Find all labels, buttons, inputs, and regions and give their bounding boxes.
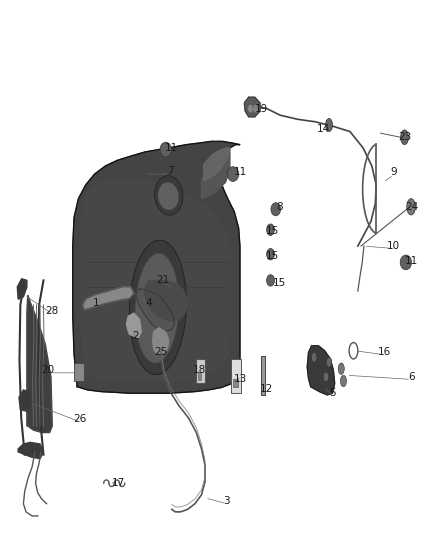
Circle shape — [254, 106, 258, 112]
Polygon shape — [17, 279, 27, 299]
Text: 25: 25 — [155, 348, 168, 357]
Polygon shape — [83, 287, 134, 310]
Text: 10: 10 — [387, 241, 400, 251]
Text: 5: 5 — [329, 388, 336, 398]
Circle shape — [249, 106, 252, 112]
Text: 13: 13 — [233, 374, 247, 384]
Circle shape — [311, 352, 317, 362]
Text: 9: 9 — [390, 167, 397, 177]
FancyBboxPatch shape — [198, 372, 201, 380]
Ellipse shape — [400, 255, 412, 270]
Polygon shape — [204, 148, 230, 181]
Text: 14: 14 — [317, 124, 330, 134]
Ellipse shape — [267, 224, 275, 236]
Polygon shape — [244, 97, 260, 117]
Polygon shape — [201, 148, 230, 199]
Circle shape — [401, 130, 409, 144]
Text: 3: 3 — [223, 496, 230, 506]
Circle shape — [326, 357, 332, 367]
Text: 20: 20 — [41, 365, 54, 375]
Text: 15: 15 — [265, 251, 279, 261]
Polygon shape — [80, 179, 230, 382]
Ellipse shape — [227, 167, 239, 181]
Text: 26: 26 — [74, 415, 87, 424]
Ellipse shape — [271, 203, 281, 216]
FancyBboxPatch shape — [196, 359, 205, 383]
Polygon shape — [27, 295, 52, 432]
Text: 15: 15 — [272, 278, 286, 288]
Text: 24: 24 — [405, 202, 419, 212]
Polygon shape — [27, 295, 52, 432]
Text: 11: 11 — [404, 256, 418, 266]
Polygon shape — [18, 442, 43, 459]
Text: 6: 6 — [408, 372, 414, 382]
Text: 15: 15 — [265, 227, 279, 236]
Polygon shape — [307, 346, 335, 395]
Polygon shape — [19, 390, 30, 411]
Circle shape — [338, 363, 344, 375]
Text: 21: 21 — [156, 276, 170, 285]
Polygon shape — [145, 280, 187, 321]
Text: 7: 7 — [167, 166, 173, 176]
Ellipse shape — [135, 253, 179, 363]
Ellipse shape — [160, 142, 171, 157]
Ellipse shape — [158, 182, 179, 210]
Ellipse shape — [267, 274, 275, 286]
Polygon shape — [136, 288, 174, 331]
Text: 2: 2 — [132, 331, 138, 341]
FancyBboxPatch shape — [231, 359, 241, 393]
Text: 23: 23 — [398, 132, 411, 142]
Text: 4: 4 — [145, 298, 152, 308]
Circle shape — [340, 375, 346, 387]
FancyBboxPatch shape — [261, 356, 265, 395]
Text: 18: 18 — [193, 365, 206, 375]
Text: 19: 19 — [255, 103, 268, 114]
Text: 16: 16 — [378, 348, 392, 357]
Circle shape — [323, 372, 328, 382]
Text: 8: 8 — [276, 202, 283, 212]
Text: 1: 1 — [92, 298, 99, 308]
Ellipse shape — [267, 248, 275, 260]
Circle shape — [407, 199, 416, 215]
Text: 17: 17 — [112, 478, 125, 488]
Polygon shape — [152, 328, 169, 354]
Text: 11: 11 — [164, 143, 177, 153]
Text: 12: 12 — [260, 384, 273, 394]
Circle shape — [325, 118, 332, 132]
Text: 11: 11 — [233, 167, 247, 177]
FancyBboxPatch shape — [233, 378, 238, 387]
Ellipse shape — [155, 176, 183, 215]
Polygon shape — [73, 141, 240, 393]
Polygon shape — [127, 313, 141, 337]
Text: 28: 28 — [46, 306, 59, 317]
FancyBboxPatch shape — [74, 363, 84, 381]
Ellipse shape — [129, 240, 187, 375]
